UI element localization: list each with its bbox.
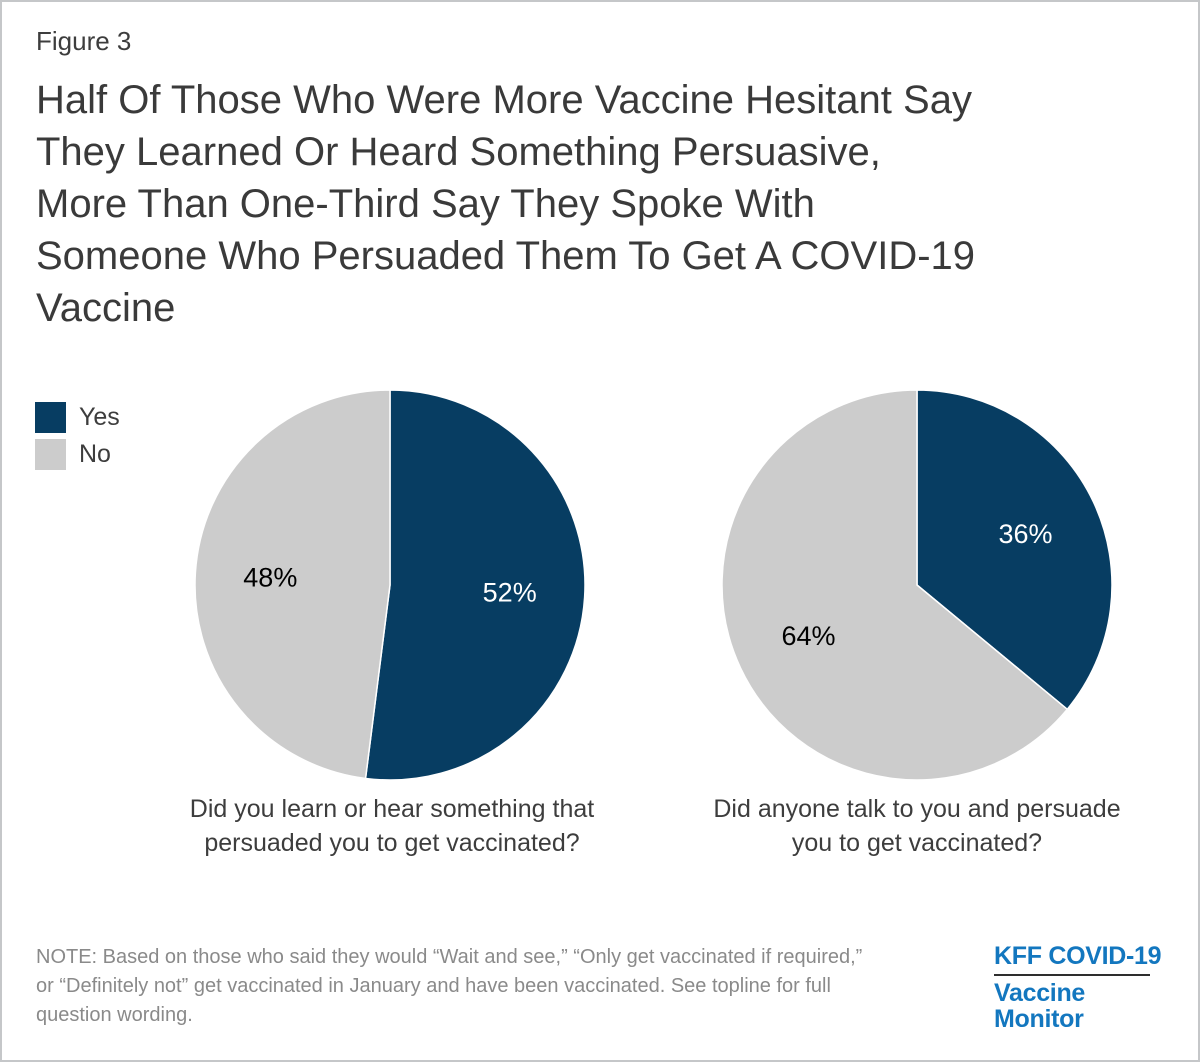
logo-line2: Vaccine Monitor bbox=[994, 979, 1086, 1033]
legend-label-no: No bbox=[79, 440, 111, 468]
pie-chart-talked-persuaded: 36% 64% bbox=[721, 389, 1113, 781]
kff-vaccine-monitor-logo: KFF COVID-19 Vaccine Monitor bbox=[994, 943, 1179, 1032]
chart-title: Half Of Those Who Were More Vaccine Hesi… bbox=[36, 78, 976, 330]
pie-chart-learned-heard: 52% 48% bbox=[194, 389, 586, 781]
pie-value-label-yes: 52% bbox=[483, 578, 537, 608]
legend-item-yes: Yes bbox=[35, 402, 120, 433]
pie-slice-no bbox=[721, 389, 1068, 781]
pie-slice-yes bbox=[916, 389, 1113, 711]
pie-question-right: Did anyone talk to you and persuade you … bbox=[713, 795, 1121, 857]
legend-label-yes: Yes bbox=[79, 403, 120, 431]
pie-slice-yes bbox=[364, 389, 586, 781]
logo-divider-line bbox=[994, 974, 1150, 976]
legend-item-no: No bbox=[35, 439, 120, 470]
figure-number: Figure 3 bbox=[36, 26, 132, 56]
note-source-block: NOTE: Based on those who said they would… bbox=[36, 914, 986, 1060]
pie-value-label-yes: 36% bbox=[998, 519, 1052, 549]
pie-slice-no bbox=[194, 389, 391, 780]
legend-swatch-no bbox=[35, 439, 66, 470]
pie-question-left: Did you learn or hear something that per… bbox=[189, 795, 595, 857]
note-text: NOTE: Based on those who said they would… bbox=[36, 946, 863, 1026]
legend-swatch-yes bbox=[35, 402, 66, 433]
legend: Yes No bbox=[35, 402, 120, 476]
pie-value-label-no: 48% bbox=[243, 562, 297, 592]
logo-line1: KFF COVID-19 bbox=[994, 942, 1162, 970]
pie-value-label-no: 64% bbox=[781, 621, 835, 651]
